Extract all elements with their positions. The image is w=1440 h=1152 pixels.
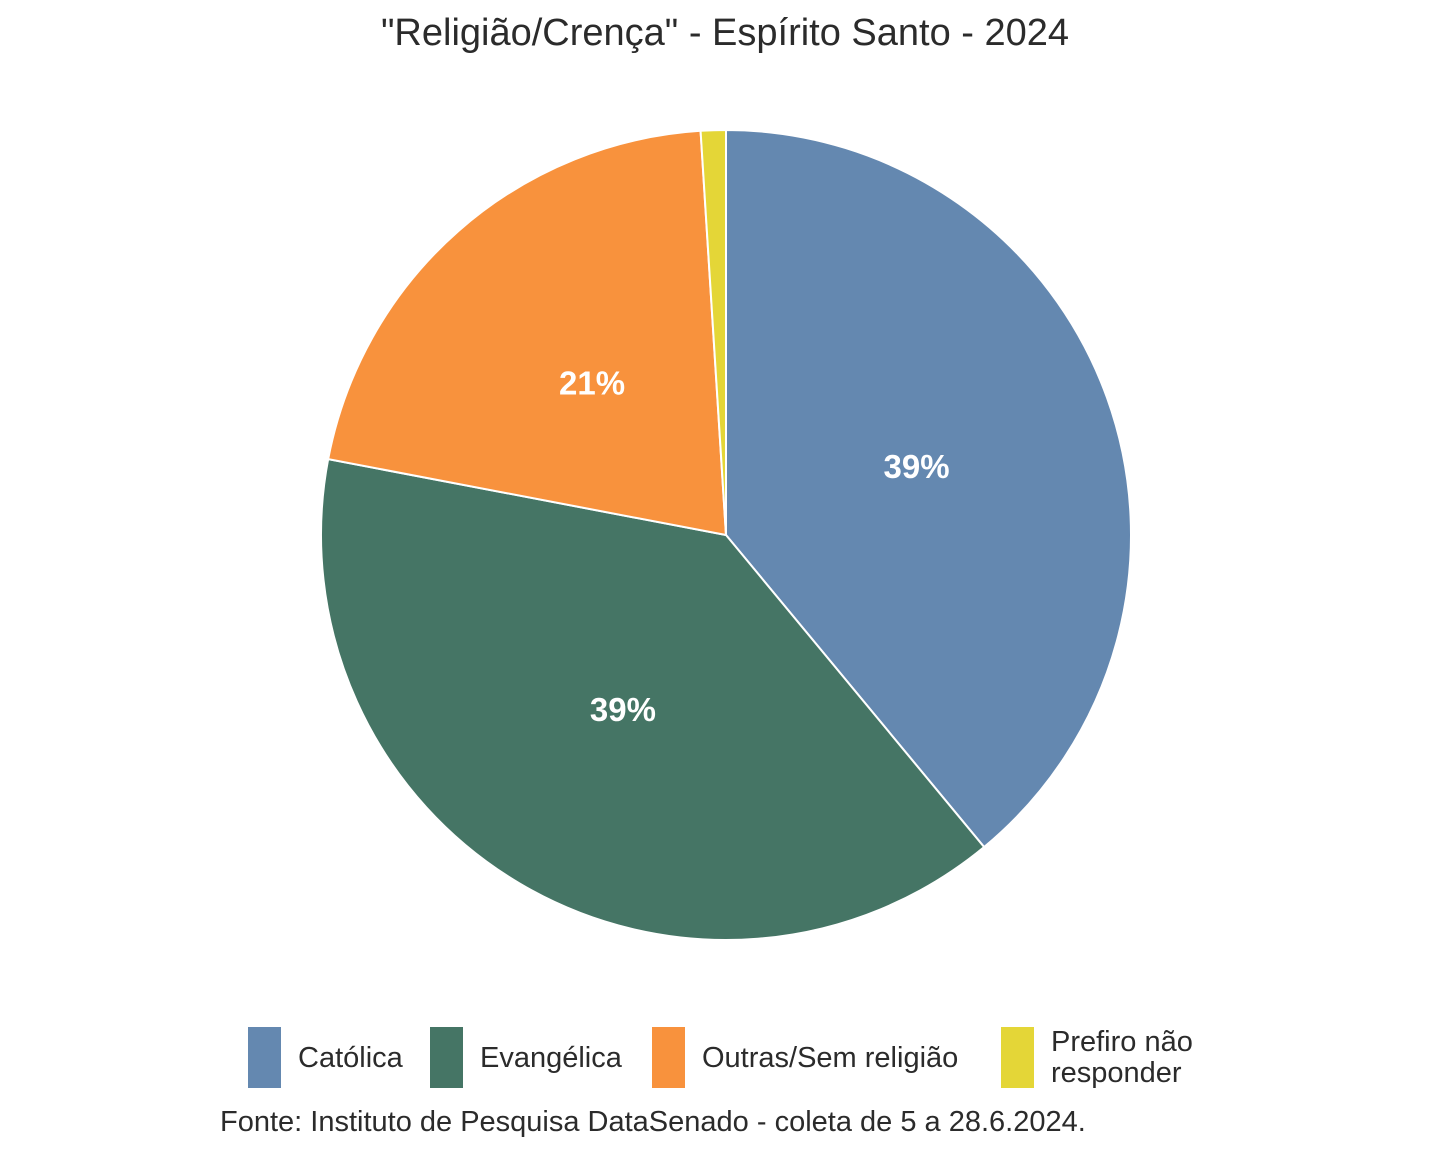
pie-data-label-outras: 21% (559, 365, 625, 402)
pie-slice-prefiro-nao-responder (699, 128, 727, 536)
legend-label-prefiro-nao-responder: Prefiro não responder (1051, 1027, 1193, 1089)
chart-caption: Fonte: Instituto de Pesquisa DataSenado … (220, 1106, 1086, 1138)
pie-data-label-evangelica: 39% (590, 691, 656, 728)
legend-swatch-evangelica (430, 1027, 463, 1088)
legend-label-outras: Outras/Sem religião (702, 1043, 958, 1074)
legend-label-line: Prefiro não (1051, 1026, 1193, 1058)
chart-title: "Religião/Crença" - Espírito Santo - 202… (380, 12, 1070, 54)
pie-data-label-catolica: 39% (883, 448, 949, 485)
legend-label-line: Católica (298, 1042, 403, 1074)
pie-data-labels: 39% 39% 21% (559, 365, 950, 728)
legend-label-line: Evangélica (480, 1042, 622, 1074)
legend-label-catolica: Católica (298, 1043, 403, 1074)
legend-swatch-prefiro-nao-responder (1001, 1027, 1034, 1088)
legend-swatch-outras (652, 1027, 685, 1088)
pie-slice-catolica (725, 128, 1132, 849)
legend-swatch-catolica (248, 1027, 281, 1088)
legend-label-line: responder (1051, 1057, 1182, 1089)
pie-slice-evangelica (320, 457, 986, 941)
legend-label-line: Outras/Sem religião (702, 1042, 959, 1074)
pie-slices (320, 128, 1132, 941)
legend-label-evangelica: Evangélica (480, 1043, 622, 1074)
pie-slice-outras (327, 129, 728, 537)
